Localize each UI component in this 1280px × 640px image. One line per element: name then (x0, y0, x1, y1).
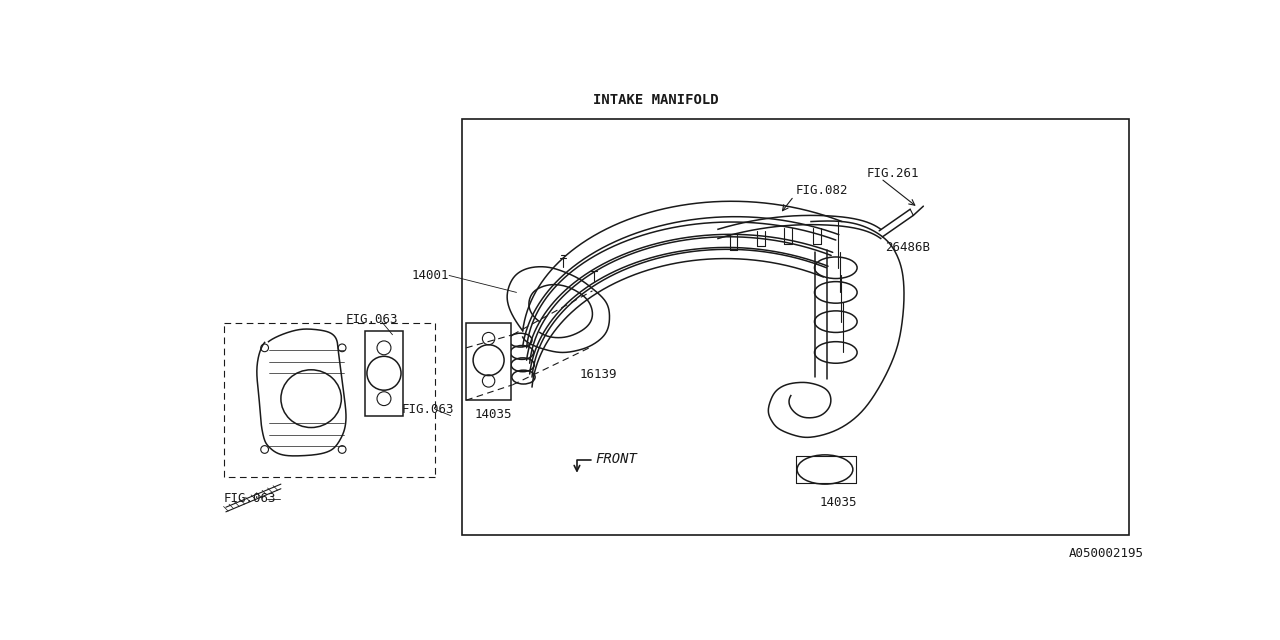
Text: FIG.063: FIG.063 (346, 313, 398, 326)
Text: 14035: 14035 (819, 497, 856, 509)
Bar (365, 331, 403, 415)
Text: FIG.261: FIG.261 (867, 166, 919, 180)
Text: 26486B: 26486B (884, 241, 929, 254)
Text: FIG.082: FIG.082 (795, 184, 849, 197)
Bar (462, 119, 1129, 535)
Text: A050002195: A050002195 (1069, 547, 1144, 561)
Text: INTAKE MANIFOLD: INTAKE MANIFOLD (593, 93, 719, 107)
Text: FIG.063: FIG.063 (224, 492, 276, 505)
Text: 14035: 14035 (475, 408, 512, 421)
Text: 14001: 14001 (412, 269, 449, 282)
Bar (466, 323, 511, 400)
Text: 16139: 16139 (579, 368, 617, 381)
Text: FIG.063: FIG.063 (402, 403, 454, 416)
Text: FRONT: FRONT (595, 452, 637, 466)
